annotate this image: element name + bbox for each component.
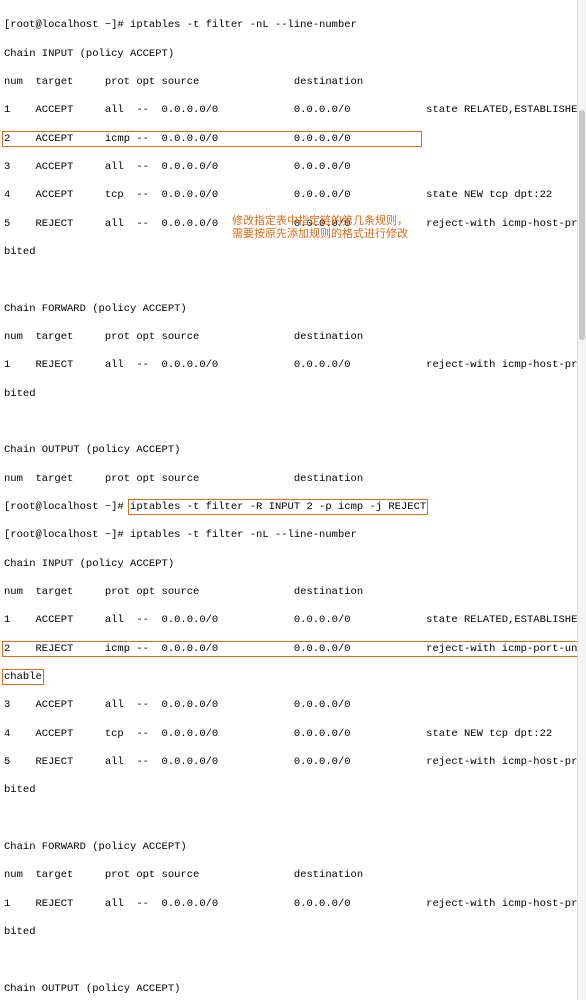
annotation-line-2: 需要按原先添加规则的格式进行修改 bbox=[232, 229, 408, 242]
rule-row: 1 REJECT all -- 0.0.0.0/0 0.0.0.0/0 reje… bbox=[4, 897, 582, 911]
columns-header: num target prot opt source destination bbox=[4, 585, 582, 599]
rule-row: 3 ACCEPT all -- 0.0.0.0/0 0.0.0.0/0 bbox=[4, 160, 582, 174]
annotation-callout: 修改指定表中指定链的第几条规则， 需要按原先添加规则的格式进行修改 bbox=[232, 216, 408, 242]
chain-input-header: Chain INPUT (policy ACCEPT) bbox=[4, 557, 582, 571]
rule-row: 1 ACCEPT all -- 0.0.0.0/0 0.0.0.0/0 stat… bbox=[4, 103, 582, 117]
rule-row: 4 ACCEPT tcp -- 0.0.0.0/0 0.0.0.0/0 stat… bbox=[4, 188, 582, 202]
rule-row: 4 ACCEPT tcp -- 0.0.0.0/0 0.0.0.0/0 stat… bbox=[4, 727, 582, 741]
highlighted-rule-wrap: chable bbox=[2, 669, 44, 685]
scrollbar-thumb[interactable] bbox=[579, 110, 585, 340]
columns-header: num target prot opt source destination bbox=[4, 330, 582, 344]
rule-row: 1 ACCEPT all -- 0.0.0.0/0 0.0.0.0/0 stat… bbox=[4, 613, 582, 627]
rule-wrap: bited bbox=[4, 925, 582, 939]
rule-row: 5 REJECT all -- 0.0.0.0/0 0.0.0.0/0 reje… bbox=[4, 755, 582, 769]
prompt: [root@localhost ~]# bbox=[4, 19, 130, 31]
highlighted-rule-after: 2 REJECT icmp -- 0.0.0.0/0 0.0.0.0/0 rej… bbox=[2, 641, 586, 657]
scrollbar[interactable] bbox=[577, 0, 586, 1000]
rule-row: 1 REJECT all -- 0.0.0.0/0 0.0.0.0/0 reje… bbox=[4, 358, 582, 372]
command-1: iptables -t filter -nL --line-number bbox=[130, 19, 357, 31]
rule-wrap: bited bbox=[4, 245, 582, 259]
chain-output-header: Chain OUTPUT (policy ACCEPT) bbox=[4, 982, 582, 996]
columns-header: num target prot opt source destination bbox=[4, 868, 582, 882]
highlighted-rule-before: 2 ACCEPT icmp -- 0.0.0.0/0 0.0.0.0/0 bbox=[2, 131, 422, 147]
columns-header: num target prot opt source destination bbox=[4, 75, 582, 89]
command-3: iptables -t filter -nL --line-number bbox=[130, 529, 357, 541]
rule-wrap: bited bbox=[4, 783, 582, 797]
rule-wrap: bited bbox=[4, 387, 582, 401]
terminal-output: [root@localhost ~]# iptables -t filter -… bbox=[4, 4, 582, 1000]
rule-row: 3 ACCEPT all -- 0.0.0.0/0 0.0.0.0/0 bbox=[4, 698, 582, 712]
chain-output-header: Chain OUTPUT (policy ACCEPT) bbox=[4, 443, 582, 457]
prompt: [root@localhost ~]# bbox=[4, 529, 130, 541]
chain-input-header: Chain INPUT (policy ACCEPT) bbox=[4, 47, 582, 61]
annotation-line-1: 修改指定表中指定链的第几条规则， bbox=[232, 216, 408, 229]
prompt: [root@localhost ~]# bbox=[4, 501, 130, 513]
chain-forward-header: Chain FORWARD (policy ACCEPT) bbox=[4, 302, 582, 316]
columns-header: num target prot opt source destination bbox=[4, 472, 582, 486]
highlighted-command: iptables -t filter -R INPUT 2 -p icmp -j… bbox=[128, 499, 428, 515]
chain-forward-header: Chain FORWARD (policy ACCEPT) bbox=[4, 840, 582, 854]
